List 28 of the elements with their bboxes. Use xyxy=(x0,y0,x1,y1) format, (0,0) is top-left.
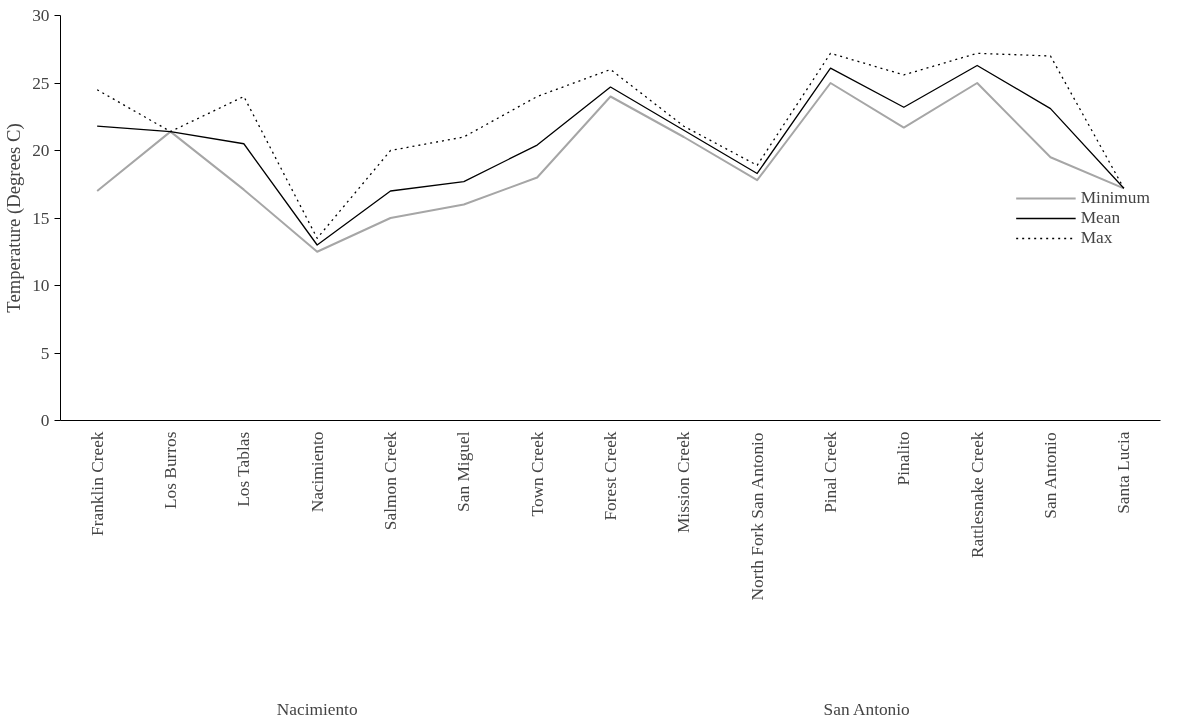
y-tick-label: 30 xyxy=(32,6,50,25)
x-tick-label: Mission Creek xyxy=(674,431,694,534)
y-tick-label: 15 xyxy=(32,208,50,228)
legend-label: Max xyxy=(1080,227,1113,248)
x-tick-label: Los Burros xyxy=(161,431,180,509)
text: Nacimiento xyxy=(276,699,358,719)
x-tick-label: Pinalito xyxy=(894,431,914,486)
y-axis-title: Temperature (Degrees C) xyxy=(3,123,26,313)
y-tick-label: 0 xyxy=(40,411,50,430)
x-tick-label: Santa Lucia xyxy=(1114,431,1134,514)
x-tick-label: Town Creek xyxy=(527,431,547,517)
x-tick-label: Franklin Creek xyxy=(87,431,107,536)
y-tick-label: 25 xyxy=(32,73,50,93)
text: San Antonio xyxy=(823,699,910,719)
legend-label: Mean xyxy=(1080,207,1121,228)
x-tick-label: Pinal Creek xyxy=(821,431,840,513)
x-tick-label: Los Tablas xyxy=(234,431,254,507)
x-tick-label: San Antonio xyxy=(1041,432,1060,519)
x-tick-label: Salmon Creek xyxy=(381,431,400,531)
x-tick-label: North Fork San Antonio xyxy=(747,432,767,601)
y-tick-label: 10 xyxy=(32,276,50,295)
y-tick-label: 20 xyxy=(32,141,50,160)
x-tick-label: Nacimiento xyxy=(307,431,327,513)
x-tick-label: San Miguel xyxy=(454,431,474,512)
x-tick-label: Rattlesnake Creek xyxy=(967,431,987,559)
legend-label: Minimum xyxy=(1080,187,1150,208)
x-tick-label: Forest Creek xyxy=(601,431,620,521)
y-tick-label: 5 xyxy=(40,343,50,363)
